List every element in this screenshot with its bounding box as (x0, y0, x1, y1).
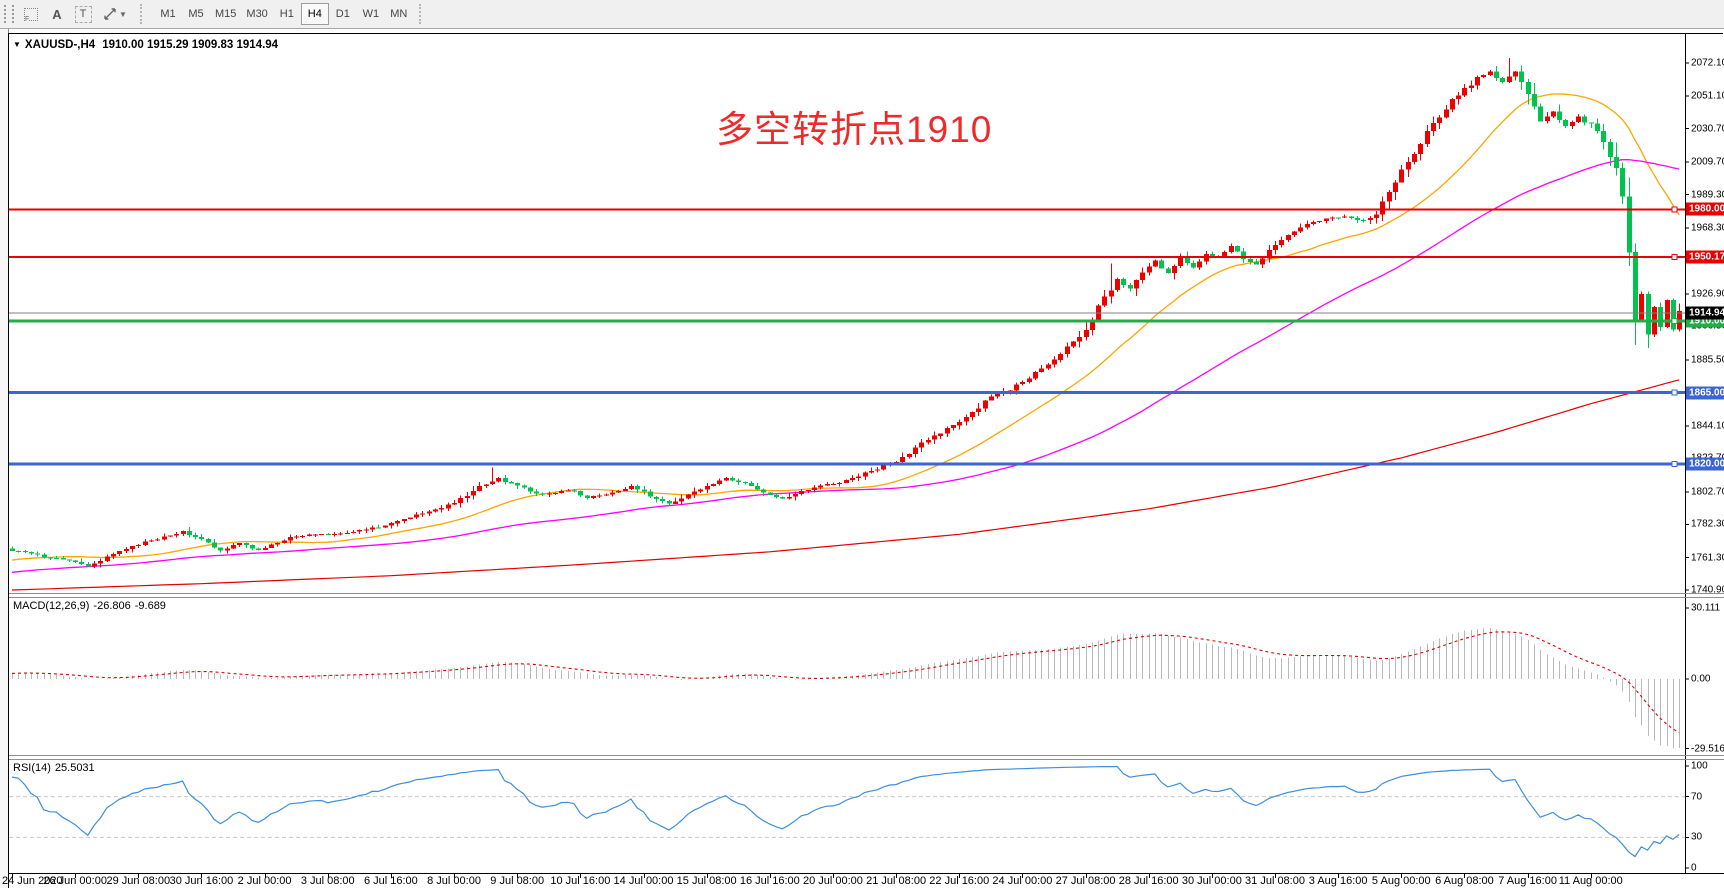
tf-mn-button[interactable]: MN (385, 3, 413, 25)
text-label-icon: T (74, 5, 92, 23)
tf-m5-button[interactable]: M5 (182, 3, 210, 25)
text-a-icon: A (52, 6, 62, 22)
pane-frames (9, 34, 1724, 878)
tf-m15-button[interactable]: M15 (210, 3, 241, 25)
moving-averages (11, 93, 1680, 591)
hline-handle[interactable] (1671, 389, 1678, 396)
tf-h4-button[interactable]: H4 (300, 3, 329, 25)
toolbar-separator (418, 4, 427, 24)
cursor-mode-icon (104, 8, 116, 20)
slow-ma-line (11, 379, 1680, 591)
tf-h1-button[interactable]: H1 (273, 3, 301, 25)
tf-m1-button[interactable]: M1 (154, 3, 182, 25)
hline-handle[interactable] (1671, 317, 1678, 324)
rsi-line (11, 765, 1680, 858)
dropdown-caret-icon: ▼ (119, 9, 127, 19)
horizontal-line-objects (9, 206, 1685, 468)
tf-d1-button[interactable]: D1 (329, 3, 357, 25)
tf-w1-button[interactable]: W1 (357, 3, 385, 25)
toolbar-grip[interactable] (4, 5, 14, 23)
medium-ma-line (11, 158, 1680, 573)
fast-ma-line (11, 93, 1680, 561)
macd-signal-line (11, 631, 1680, 734)
tf-m30-button[interactable]: M30 (241, 3, 272, 25)
macd-histogram (12, 628, 1680, 749)
hline-handle[interactable] (1671, 461, 1678, 468)
symbols-grid-icon: F (24, 7, 38, 23)
symbols-grid-icon-button[interactable]: F (19, 3, 43, 25)
toolbar-separator (140, 4, 148, 24)
cursor-mode-button[interactable]: ▼ (97, 3, 133, 25)
hline-handle[interactable] (1671, 206, 1678, 213)
toolbar: F A T ▼ M1 M5 M15 M30 H1 H4 D1 W1 MN (0, 0, 1724, 29)
text-a-icon-button[interactable]: A (45, 3, 69, 25)
text-label-icon-button[interactable]: T (71, 3, 95, 25)
chart-window (8, 33, 1723, 888)
hline-handle[interactable] (1671, 253, 1678, 260)
